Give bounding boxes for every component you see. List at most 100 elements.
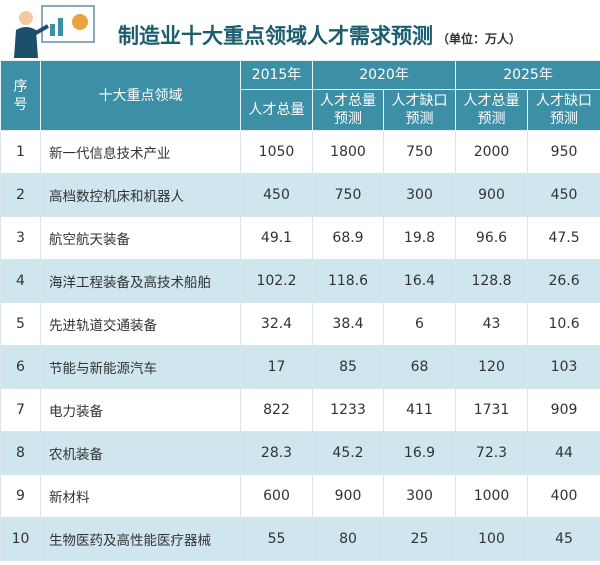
table-cell: 49.1 [240,216,313,260]
presenter-icon [14,5,95,58]
table-cell: 68.9 [312,216,384,260]
table-cell: 44 [527,431,600,475]
year-header: 2025年 [455,60,600,90]
table-cell: 16.4 [382,259,457,303]
table-cell: 节能与新能源汽车 [40,345,241,389]
table-cell: 900 [455,173,529,217]
table-cell: 400 [527,474,600,518]
table-cell: 2 [0,173,41,217]
table-cell: 750 [382,130,457,174]
table-row: 9 新材料 600 900 300 1000 400 [0,474,600,518]
table-cell: 72.3 [455,431,529,475]
table-cell: 1000 [455,474,529,518]
year-header: 2015年 [240,60,313,90]
table-cell: 9 [0,474,41,518]
table-cell: 农机装备 [40,431,241,475]
table-cell: 5 [0,302,41,346]
table-cell: 1 [0,130,41,174]
table-cell: 4 [0,259,41,303]
table-cell: 7 [0,388,41,432]
table-cell: 411 [382,388,457,432]
sub-header: 人才总量 [240,89,313,131]
table-cell: 55 [240,517,313,561]
table-cell: 海洋工程装备及高技术船舶 [40,259,241,303]
table-row: 10 生物医药及高性能医疗器械 55 80 25 100 45 [0,517,600,561]
table-cell: 1050 [240,130,313,174]
table-cell: 102.2 [240,259,313,303]
table-cell: 80 [312,517,384,561]
header-row: 人才总量 人才总量预测 人才缺口预测 人才总量预测 人才缺口预测 [1,89,600,131]
table-cell: 450 [527,173,600,217]
table-cell: 6 [0,345,41,389]
table-cell: 450 [240,173,313,217]
table-cell: 45 [527,517,600,561]
year-header: 2020年 [311,60,457,90]
table-cell: 航空航天装备 [40,216,241,260]
table-cell: 822 [240,388,313,432]
table-cell: 1800 [312,130,384,174]
table-cell: 45.2 [312,431,384,475]
table-cell: 100 [455,517,529,561]
table-row: 3 航空航天装备 49.1 68.9 19.8 96.6 47.5 [0,216,600,260]
table-cell: 2000 [455,130,529,174]
table-row: 4 海洋工程装备及高技术船舶 102.2 118.6 16.4 128.8 26.6 [0,259,600,303]
table-row: 2 高档数控机床和机器人 450 750 300 900 450 [0,173,600,217]
table-cell: 10 [0,517,41,561]
table-cell: 118.6 [312,259,384,303]
table-cell: 300 [382,474,457,518]
table-cell: 300 [382,173,457,217]
sub-header: 人才缺口预测 [527,89,600,131]
header-cell: 序号 [0,60,41,131]
table-head: 序号 十大重点领域 2015年 2020年 2025年 人才总量 人才总量预测 人才缺口预测人… [0,60,600,131]
header-cell: 十大重点领域 [40,60,241,131]
table-cell: 32.4 [240,302,313,346]
table-cell: 10.6 [527,302,600,346]
table-cell: 19.8 [382,216,457,260]
table-row: 8 农机装备 28.3 45.2 16.9 72.3 44 [0,431,600,475]
table-row: 5 先进轨道交通装备 32.4 38.4 6 43 10.6 [0,302,600,346]
table-cell: 25 [382,517,457,561]
sub-header: 人才总量预测 [455,89,529,131]
table-cell: 电力装备 [40,388,241,432]
table-cell: 先进轨道交通装备 [40,302,241,346]
table: 序号 十大重点领域 2015年 2020年 2025年 人才总量 人才总量预测 人才缺口预测人… [0,60,600,561]
table-row: 6 节能与新能源汽车 17 85 68 120 103 [0,345,600,389]
table-cell: 43 [455,302,529,346]
table-cell: 120 [455,345,529,389]
table-cell: 950 [527,130,600,174]
header-row: 序号 十大重点领域 2015年 2020年 2025年 [0,60,600,131]
table-cell: 600 [240,474,313,518]
table-cell: 高档数控机床和机器人 [40,173,241,217]
title-text: 制造业十大重点领域人才需求预测 [118,24,433,48]
table-cell: 96.6 [455,216,529,260]
table-row: 7 电力装备 822 1233 411 1731 909 [0,388,600,432]
table-cell: 新一代信息技术产业 [40,130,241,174]
table-cell: 16.9 [382,431,457,475]
table-cell: 68 [382,345,457,389]
table-cell: 1233 [312,388,384,432]
table-cell: 750 [312,173,384,217]
table-row: 1 新一代信息技术产业 1050 1800 750 2000 950 [0,130,600,174]
table-cell: 17 [240,345,313,389]
table-cell: 1731 [455,388,529,432]
table-cell: 28.3 [240,431,313,475]
sub-header: 人才缺口预测 [382,89,457,131]
table-cell: 38.4 [312,302,384,346]
table-cell: 47.5 [527,216,600,260]
table-cell: 103 [527,345,600,389]
table-cell: 3 [0,216,41,260]
table-cell: 8 [0,431,41,475]
table-cell: 128.8 [455,259,529,303]
table-cell: 85 [312,345,384,389]
table-cell: 6 [382,302,457,346]
title: 制造业十大重点领域人才需求预测 （单位：万人） [118,20,521,50]
table-body: 1 新一代信息技术产业 1050 1800 750 2000 950 2 高档数控机床和机器人 4… [0,130,600,561]
table-cell: 909 [527,388,600,432]
table-cell: 900 [312,474,384,518]
table-cell: 生物医药及高性能医疗器械 [40,517,241,561]
table-cell: 新材料 [40,474,241,518]
unit: （单位：万人） [437,32,522,46]
table-cell: 26.6 [527,259,600,303]
sub-header: 人才总量预测 [312,89,384,131]
